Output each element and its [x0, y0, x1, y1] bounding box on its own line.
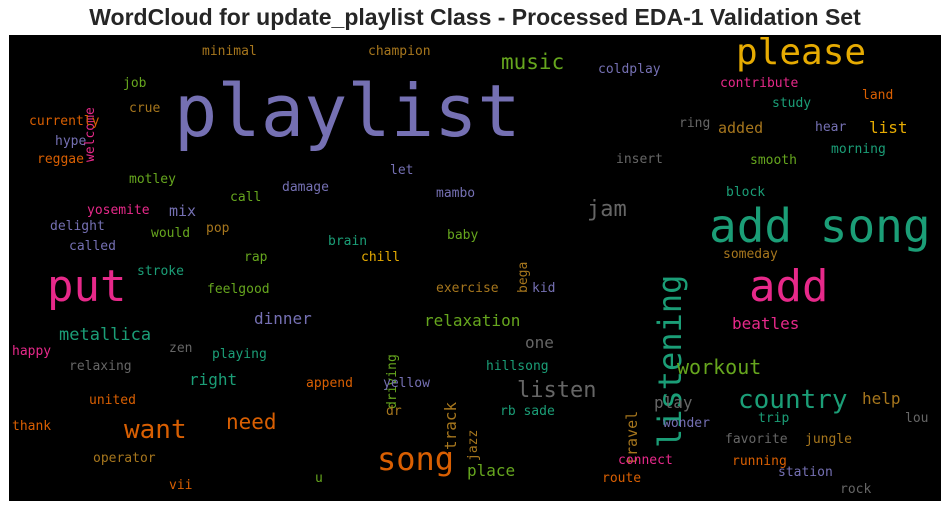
- word-pop: pop: [206, 221, 230, 236]
- word-listen: listen: [517, 378, 597, 403]
- word-mambo: mambo: [436, 186, 476, 201]
- word-favorite: favorite: [725, 432, 788, 447]
- word-chill: chill: [361, 250, 401, 265]
- word-block: block: [726, 185, 766, 200]
- word-mix: mix: [169, 202, 197, 220]
- word-insert: insert: [616, 152, 663, 167]
- word-damage: damage: [282, 180, 329, 195]
- word-song: song: [377, 440, 455, 478]
- word-smooth: smooth: [750, 153, 797, 168]
- word-help: help: [862, 389, 901, 408]
- word-stroke: stroke: [137, 264, 184, 279]
- word-metallica: metallica: [59, 325, 152, 345]
- word-please: please: [736, 35, 867, 73]
- word-contribute: contribute: [720, 76, 799, 91]
- word-happy: happy: [12, 344, 52, 359]
- word-place: place: [467, 461, 516, 480]
- word-station: station: [778, 465, 833, 480]
- word-wonder: wonder: [663, 416, 710, 431]
- word-study: study: [772, 96, 812, 111]
- word-exercise: exercise: [436, 281, 499, 296]
- word-hillsong: hillsong: [486, 359, 549, 374]
- word-jam: jam: [587, 197, 627, 222]
- word-champion: champion: [368, 44, 431, 59]
- word-add: add: [749, 261, 829, 312]
- word-list: list: [869, 118, 908, 137]
- word-country: country: [738, 385, 848, 415]
- word-bega: bega: [516, 261, 531, 294]
- word-workout: workout: [677, 355, 762, 379]
- word-motley: motley: [129, 172, 176, 187]
- word-jazz: jazz: [466, 429, 481, 462]
- word-rb-sade: rb sade: [500, 404, 555, 419]
- word-called: called: [69, 239, 116, 254]
- word-crue: crue: [129, 101, 161, 116]
- word-play: play: [654, 393, 693, 412]
- word-jungle: jungle: [805, 432, 852, 447]
- word-reggae: reggae: [37, 152, 84, 167]
- word-coldplay: coldplay: [598, 62, 661, 77]
- word-dr: dr: [386, 404, 402, 419]
- word-yosemite: yosemite: [87, 203, 150, 218]
- word-lou: lou: [905, 411, 929, 426]
- word-operator: operator: [93, 451, 156, 466]
- word-trip: trip: [758, 411, 790, 426]
- word-put: put: [47, 261, 127, 312]
- word-want: want: [124, 415, 187, 445]
- word-delight: delight: [50, 219, 105, 234]
- word-brain: brain: [328, 234, 368, 249]
- word-playing: playing: [212, 347, 267, 362]
- word-need: need: [226, 410, 277, 434]
- word-running: running: [732, 454, 787, 469]
- word-zen: zen: [169, 341, 193, 356]
- word-track: track: [441, 401, 460, 450]
- word-one: one: [525, 333, 554, 352]
- word-route: route: [602, 471, 642, 486]
- word-hear: hear: [815, 120, 847, 135]
- word-minimal: minimal: [202, 44, 257, 59]
- word-someday: someday: [723, 247, 778, 262]
- word-land: land: [862, 88, 894, 103]
- word-yellow: yellow: [383, 376, 430, 391]
- word-would: would: [151, 226, 191, 241]
- word-music: music: [501, 50, 565, 74]
- word-job: job: [123, 76, 147, 91]
- word-ring: ring: [679, 116, 711, 131]
- word-vii: vii: [169, 478, 193, 493]
- word-added: added: [718, 119, 764, 137]
- word-relaxation: relaxation: [424, 311, 521, 330]
- word-feelgood: feelgood: [207, 282, 270, 297]
- word-beatles: beatles: [732, 314, 800, 333]
- word-rap: rap: [244, 250, 268, 265]
- chart-title: WordCloud for update_playlist Class - Pr…: [89, 4, 861, 30]
- word-dinner: dinner: [254, 309, 312, 328]
- word-u: u: [315, 471, 323, 486]
- word-thank: thank: [12, 419, 52, 434]
- word-add-song: add song: [709, 199, 931, 253]
- word-rock: rock: [840, 482, 872, 497]
- word-united: united: [89, 393, 136, 408]
- word-call: call: [230, 190, 262, 205]
- word-let: let: [390, 163, 414, 178]
- word-morning: morning: [831, 142, 886, 157]
- wordcloud-canvas: playlist add song put add please listening son…: [9, 35, 941, 501]
- word-kid: kid: [532, 281, 556, 296]
- word-currently: currently: [29, 114, 100, 129]
- word-connect: connect: [618, 453, 673, 468]
- word-hype: hype: [55, 134, 87, 149]
- word-relaxing: relaxing: [69, 359, 132, 374]
- word-append: append: [306, 376, 353, 391]
- word-baby: baby: [447, 228, 479, 243]
- word-playlist: playlist: [174, 69, 521, 153]
- word-right: right: [189, 370, 238, 389]
